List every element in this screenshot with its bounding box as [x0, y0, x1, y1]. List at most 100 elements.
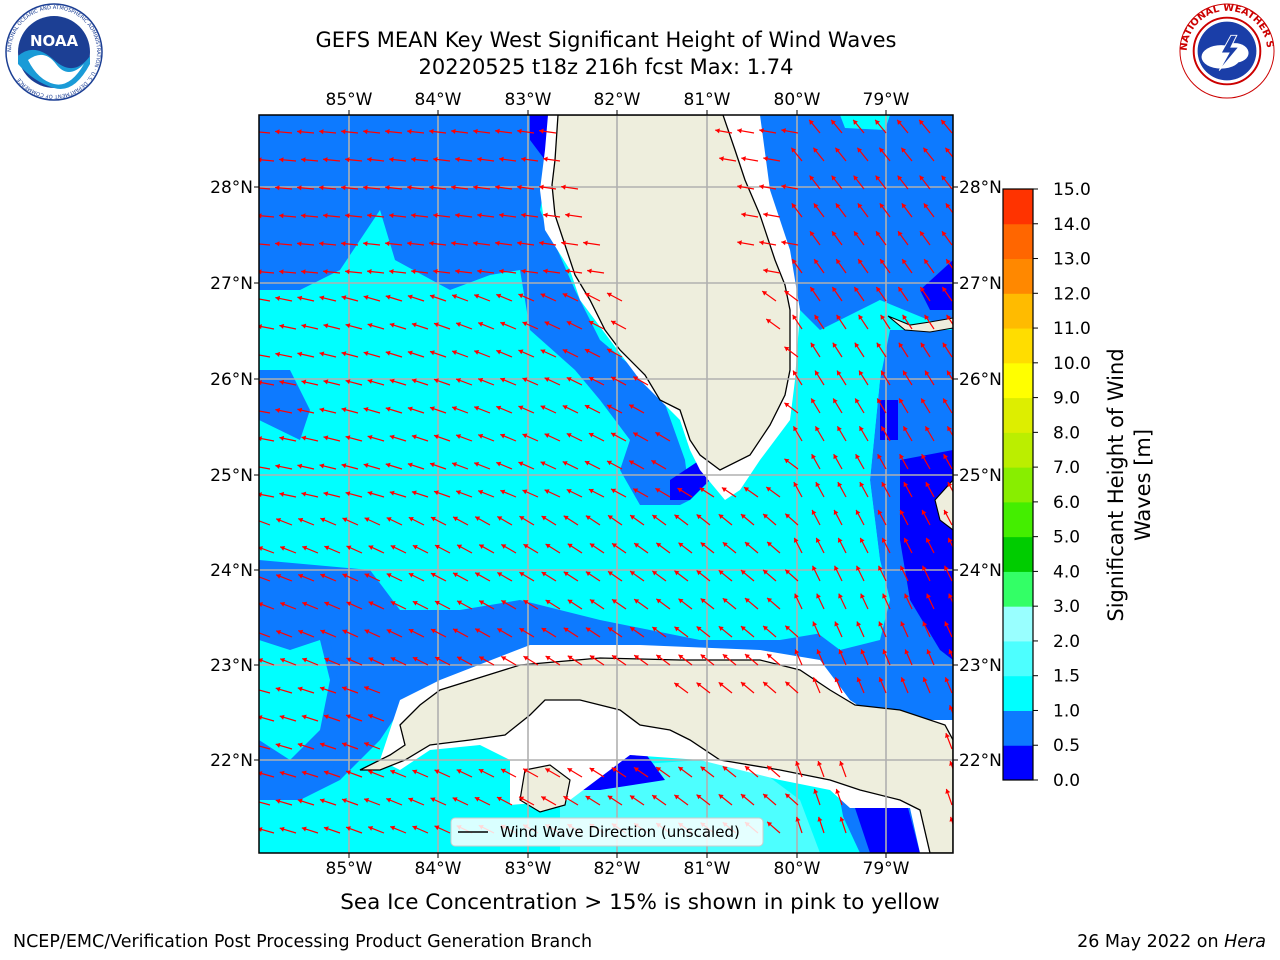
- wind-wave-arrowhead: [813, 147, 819, 153]
- wind-wave-arrowhead: [791, 203, 797, 209]
- wind-wave-arrowhead: [678, 542, 684, 548]
- wind-wave-arrowhead: [541, 628, 547, 633]
- wind-wave-arrowhead: [831, 231, 837, 237]
- wind-wave-arrowhead: [500, 321, 506, 327]
- wind-wave-arrowhead: [633, 432, 639, 438]
- wind-wave-arrowhead: [363, 295, 369, 300]
- wind-wave-arrowhead: [368, 769, 374, 775]
- wind-wave-arrowhead: [408, 629, 414, 634]
- wind-wave-arrowhead: [279, 379, 285, 385]
- wind-wave-arrowhead: [430, 572, 436, 578]
- wind-wave-arrowhead: [700, 654, 706, 660]
- land-florida[interactable]: [551, 115, 791, 471]
- wind-wave-arrowhead: [367, 378, 373, 384]
- footer-date-text: 26 May 2022 on: [1077, 932, 1225, 952]
- wind-wave-arrowhead: [297, 742, 303, 748]
- wind-wave-arrowhead: [342, 798, 347, 804]
- noaa-logo: NOAA NATIONAL OCEANIC AND ATMOSPHERIC AD…: [5, 3, 103, 101]
- wind-wave-arrowhead: [674, 570, 680, 576]
- wind-wave-arrowhead: [275, 742, 281, 748]
- wind-wave-arrowhead: [412, 656, 418, 662]
- wind-wave-arrowhead: [545, 655, 551, 661]
- wind-wave-arrowhead: [674, 514, 680, 520]
- wind-wave-arrowhead: [784, 290, 790, 296]
- longitude-label: 83°W: [505, 90, 552, 110]
- wind-wave-arrowhead: [319, 241, 324, 247]
- colorbar-segment: [1003, 675, 1033, 711]
- wind-wave-arrowhead: [319, 407, 325, 413]
- wind-wave-arrowhead: [521, 212, 526, 218]
- wind-wave-arrowhead: [944, 565, 949, 571]
- wind-wave-arrowhead: [814, 259, 819, 265]
- wind-wave-arrowhead: [430, 516, 436, 522]
- wind-wave-arrowhead: [345, 323, 351, 329]
- wind-wave-arrowhead: [634, 655, 640, 660]
- wind-wave-arrowhead: [767, 821, 773, 827]
- colorbar-segment: [1003, 362, 1033, 399]
- wind-wave-arrowhead: [607, 515, 613, 520]
- wind-wave-arrowhead: [275, 686, 281, 692]
- wind-wave-arrowhead: [815, 537, 821, 543]
- wind-wave-arrowhead: [562, 293, 568, 298]
- wind-wave-arrowhead: [810, 286, 815, 292]
- wind-wave-arrowhead: [259, 771, 263, 777]
- wind-wave-arrowhead: [297, 295, 303, 301]
- wind-wave-arrowhead: [655, 432, 661, 437]
- wind-wave-arrowhead: [324, 657, 330, 663]
- wind-wave-arrowhead: [740, 570, 746, 575]
- wind-wave-arrowhead: [434, 825, 440, 831]
- wind-wave-arrowhead: [816, 649, 822, 655]
- wind-wave-arrowhead: [367, 213, 372, 219]
- wind-wave-arrowhead: [718, 794, 724, 800]
- wind-wave-arrowhead: [696, 570, 702, 576]
- wind-wave-arrowhead: [457, 544, 463, 550]
- land-bahamas[interactable]: [887, 315, 953, 333]
- wind-wave-arrowhead: [319, 463, 325, 469]
- wind-wave-arrowhead: [766, 319, 772, 324]
- latitude-label: 23°N: [210, 656, 253, 676]
- wind-wave-arrowhead: [899, 398, 904, 404]
- wind-wave-arrowhead: [566, 377, 572, 382]
- wind-wave-arrowhead: [275, 241, 280, 247]
- wind-wave-arrowhead: [364, 573, 370, 579]
- wind-wave-arrowhead: [763, 268, 768, 274]
- wind-wave-arrowhead: [363, 351, 369, 356]
- latitude-labels-left: 28°N 27°N 26°N 25°N 24°N 23°N 22°N: [210, 178, 259, 771]
- wind-wave-arrowhead: [473, 128, 478, 134]
- wind-wave-arrowhead: [921, 454, 927, 460]
- wind-wave-arrowhead: [253, 241, 257, 246]
- wind-wave-arrowhead: [451, 240, 456, 246]
- wind-wave-arrowhead: [785, 793, 791, 799]
- wind-wave-arrowhead: [630, 571, 636, 576]
- wind-wave-arrowhead: [922, 621, 928, 627]
- latitude-label: 25°N: [959, 466, 1002, 486]
- wind-wave-arrowhead: [301, 770, 307, 776]
- wave-zone-05-1-north: [259, 115, 690, 505]
- footer-credit: NCEP/EMC/Verification Post Processing Pr…: [13, 932, 593, 952]
- wind-wave-arrowhead: [923, 147, 929, 153]
- wind-wave-arrowhead: [766, 487, 772, 492]
- footer-date: 26 May 2022 on Hera: [1077, 932, 1266, 952]
- wind-wave-arrowhead: [904, 593, 909, 599]
- wind-wave-arrowhead: [899, 509, 905, 515]
- wind-wave-arrowhead: [763, 681, 769, 687]
- wind-wave-arrowhead: [853, 119, 858, 125]
- wind-wave-arrowhead: [411, 322, 417, 328]
- wind-wave-arrowhead: [499, 268, 504, 274]
- wind-wave-arrowhead: [452, 350, 457, 355]
- wind-wave-arrowhead: [385, 241, 390, 247]
- wind-wave-arrowhead: [297, 241, 302, 247]
- land-isla-de-la-juventud[interactable]: [519, 764, 571, 813]
- wind-wave-arrowhead: [922, 565, 927, 571]
- wind-wave-arrowhead: [411, 378, 417, 384]
- wind-wave-arrowhead: [452, 462, 457, 467]
- wind-wave-arrowhead: [860, 649, 866, 655]
- wind-wave-arrowhead: [721, 487, 727, 493]
- wind-wave-arrowhead: [945, 788, 951, 794]
- wind-wave-arrowhead: [607, 571, 613, 576]
- wind-wave-arrowhead: [364, 517, 370, 523]
- wind-wave-arrowhead: [253, 296, 258, 301]
- wind-wave-arrowhead: [611, 488, 617, 494]
- wind-wave-arrowhead: [836, 314, 842, 320]
- wind-wave-arrowhead: [607, 404, 612, 410]
